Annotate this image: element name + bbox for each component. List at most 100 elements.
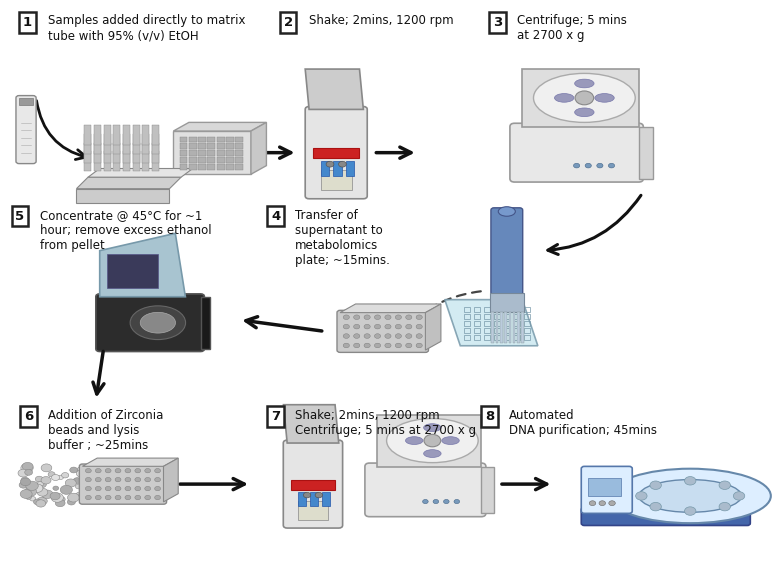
Circle shape xyxy=(343,315,349,320)
Polygon shape xyxy=(639,127,653,179)
Polygon shape xyxy=(305,69,363,109)
Circle shape xyxy=(22,462,33,470)
Circle shape xyxy=(343,343,349,348)
Bar xyxy=(217,150,225,156)
Ellipse shape xyxy=(387,418,478,463)
Bar xyxy=(226,137,234,143)
Bar xyxy=(142,134,149,154)
Circle shape xyxy=(364,333,370,338)
Circle shape xyxy=(144,487,151,491)
Bar xyxy=(504,314,510,320)
Bar xyxy=(500,311,502,343)
Text: Transfer of
supernatant to
metabolomics
plate; ~15mins.: Transfer of supernatant to metabolomics … xyxy=(295,208,390,267)
Circle shape xyxy=(41,490,53,499)
Bar xyxy=(226,150,234,156)
FancyBboxPatch shape xyxy=(284,440,343,528)
Polygon shape xyxy=(251,122,266,174)
Circle shape xyxy=(608,164,615,168)
Circle shape xyxy=(36,500,46,507)
Circle shape xyxy=(354,324,360,329)
Circle shape xyxy=(454,499,459,503)
Polygon shape xyxy=(481,467,494,513)
Bar xyxy=(226,144,234,149)
Circle shape xyxy=(41,477,51,484)
FancyBboxPatch shape xyxy=(337,310,429,352)
Bar xyxy=(113,151,120,171)
Polygon shape xyxy=(522,69,639,127)
Circle shape xyxy=(573,164,580,168)
Bar xyxy=(208,144,216,149)
Circle shape xyxy=(135,495,141,500)
Circle shape xyxy=(125,495,131,500)
Bar xyxy=(514,328,520,333)
Bar xyxy=(113,143,120,163)
Bar xyxy=(180,137,187,143)
Bar xyxy=(198,137,206,143)
Bar xyxy=(133,151,140,171)
Circle shape xyxy=(105,487,111,491)
Ellipse shape xyxy=(595,94,614,102)
Circle shape xyxy=(95,495,102,500)
Ellipse shape xyxy=(423,424,441,431)
Circle shape xyxy=(95,487,102,491)
Circle shape xyxy=(66,479,77,487)
Circle shape xyxy=(155,469,161,473)
Circle shape xyxy=(125,487,131,491)
Circle shape xyxy=(55,499,65,507)
Bar xyxy=(180,150,187,156)
Bar xyxy=(505,311,507,343)
Bar xyxy=(113,125,120,146)
Text: Centrifuge; 5 mins
at 2700 x g: Centrifuge; 5 mins at 2700 x g xyxy=(517,15,627,42)
Polygon shape xyxy=(163,458,178,502)
Circle shape xyxy=(19,482,27,488)
Bar xyxy=(484,328,490,333)
Circle shape xyxy=(76,484,82,489)
Circle shape xyxy=(719,481,730,489)
Circle shape xyxy=(416,315,423,320)
Circle shape xyxy=(135,477,141,482)
Bar xyxy=(84,134,91,154)
Bar xyxy=(474,335,480,340)
Circle shape xyxy=(608,501,615,506)
Circle shape xyxy=(326,161,334,167)
Bar xyxy=(298,492,306,506)
Bar xyxy=(133,125,140,146)
Bar xyxy=(491,311,494,343)
Circle shape xyxy=(26,495,31,499)
Text: 2: 2 xyxy=(284,16,293,29)
Circle shape xyxy=(76,492,84,498)
Circle shape xyxy=(53,486,59,491)
Circle shape xyxy=(364,324,370,329)
Bar xyxy=(152,134,159,154)
Circle shape xyxy=(30,496,36,501)
Text: Automated
DNA purification; 45mins: Automated DNA purification; 45mins xyxy=(509,409,657,437)
Ellipse shape xyxy=(130,306,186,339)
Circle shape xyxy=(50,492,60,500)
Circle shape xyxy=(155,487,161,491)
Circle shape xyxy=(105,469,111,473)
Bar xyxy=(123,134,130,154)
Bar xyxy=(494,314,501,320)
Bar xyxy=(345,161,354,176)
Bar xyxy=(474,328,480,333)
Circle shape xyxy=(41,464,52,472)
Circle shape xyxy=(58,496,65,502)
Circle shape xyxy=(354,333,360,338)
Circle shape xyxy=(105,477,111,482)
Bar xyxy=(142,143,149,163)
Circle shape xyxy=(650,481,662,489)
Text: 7: 7 xyxy=(271,410,280,423)
Bar xyxy=(474,321,480,326)
Text: 6: 6 xyxy=(23,410,33,423)
Circle shape xyxy=(115,487,121,491)
Polygon shape xyxy=(201,297,210,349)
Circle shape xyxy=(135,487,141,491)
Circle shape xyxy=(424,434,440,447)
Bar xyxy=(123,151,130,171)
Circle shape xyxy=(416,343,423,348)
Bar xyxy=(94,151,101,171)
Text: 3: 3 xyxy=(493,16,502,29)
Bar xyxy=(494,307,501,313)
Circle shape xyxy=(364,315,370,320)
Bar xyxy=(152,143,159,163)
